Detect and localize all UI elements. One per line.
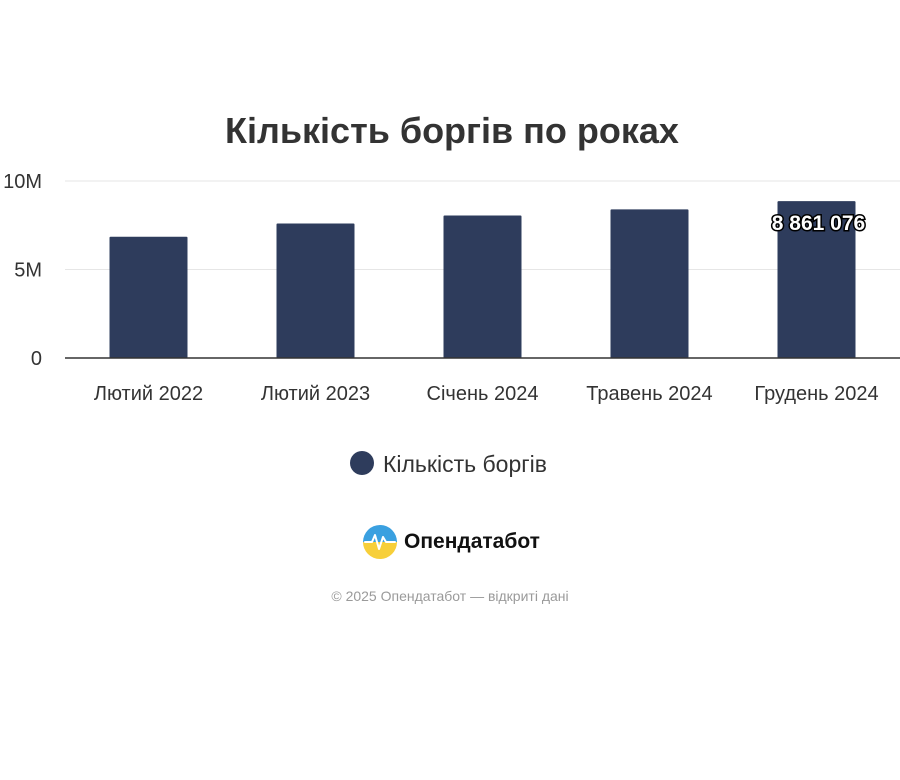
legend[interactable]: Кількість боргів bbox=[350, 451, 547, 477]
y-tick-label: 0 bbox=[31, 348, 42, 370]
bar bbox=[276, 223, 355, 358]
brand-logo[interactable]: Опендатабот bbox=[362, 524, 540, 560]
bar-chart: Кількість боргів по роках 0 5M 10M Лютий 2… bbox=[3, 110, 900, 477]
x-tick-label: Лютий 2023 bbox=[261, 383, 370, 405]
bars bbox=[109, 201, 856, 358]
x-tick-label: Лютий 2022 bbox=[94, 383, 203, 405]
legend-label: Кількість боргів bbox=[383, 451, 547, 477]
y-tick-label: 10M bbox=[3, 171, 42, 193]
x-axis-labels: Лютий 2022 Лютий 2023 Січень 2024 Травень 2… bbox=[94, 383, 879, 405]
brand-name: Опендатабот bbox=[404, 530, 540, 553]
bar bbox=[610, 209, 689, 358]
x-tick-label: Січень 2024 bbox=[427, 383, 539, 405]
opendatabot-logo-icon bbox=[363, 525, 397, 559]
bar bbox=[109, 236, 188, 358]
footer-text: © 2025 Опендатабот — відкриті дані bbox=[331, 588, 569, 604]
legend-marker bbox=[350, 451, 374, 475]
chart-title: Кількість боргів по роках bbox=[225, 110, 679, 151]
data-labels: 8 861 076 bbox=[770, 211, 866, 237]
x-tick-label: Травень 2024 bbox=[586, 383, 712, 405]
data-label: 8 861 076 bbox=[772, 212, 865, 235]
x-tick-label: Грудень 2024 bbox=[754, 383, 878, 405]
bar bbox=[443, 215, 522, 358]
y-axis-ticks: 0 5M 10M bbox=[3, 171, 42, 370]
bar bbox=[777, 201, 856, 358]
y-tick-label: 5M bbox=[14, 260, 42, 282]
